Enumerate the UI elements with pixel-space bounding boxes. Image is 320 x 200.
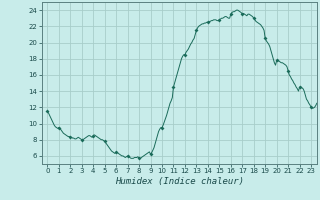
- X-axis label: Humidex (Indice chaleur): Humidex (Indice chaleur): [115, 177, 244, 186]
